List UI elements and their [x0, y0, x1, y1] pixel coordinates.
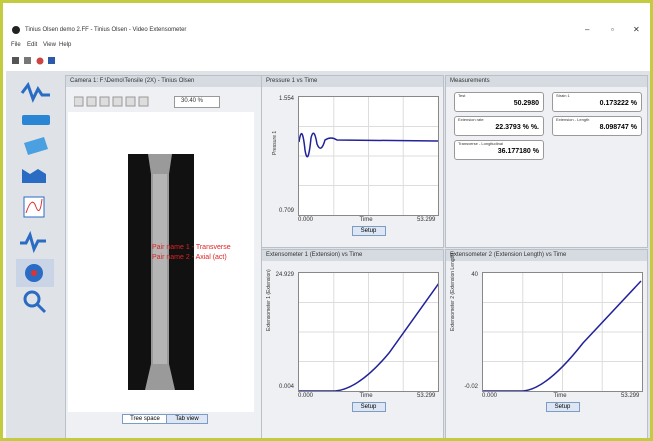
measurement-label: Extension - Length — [556, 117, 589, 122]
measurement-label: Transverse - Longitudinal — [458, 141, 503, 146]
tab[interactable]: Tree space — [122, 414, 168, 424]
sidebar-icon[interactable] — [22, 85, 50, 99]
x-right-label: 53.299 — [417, 217, 435, 223]
sidebar-icon[interactable] — [25, 292, 39, 306]
plot — [298, 96, 439, 216]
app-window: Tinius Olsen demo 2.FF - Tinius Olsen - … — [0, 0, 653, 441]
x-axis-label: Time — [360, 217, 373, 223]
y-top-label: 1.554 — [279, 96, 294, 102]
tab[interactable]: Tab view — [166, 414, 208, 424]
x-left-label: 0.000 — [298, 217, 313, 223]
chart-title: Extensometer 1 (Extension) vs Time — [266, 252, 362, 258]
close-button[interactable]: ✕ — [633, 25, 640, 34]
zoom-value: 30.40 % — [181, 98, 203, 104]
x-right-label: 53.299 — [417, 393, 435, 399]
measurement-box: Transverse - Longitudinal 36.177180 % — [454, 140, 544, 160]
menu-item[interactable]: Help — [59, 42, 71, 48]
tab-label: Tab view — [175, 416, 198, 422]
setup-button[interactable]: Setup — [352, 226, 386, 236]
menu-item[interactable]: View — [43, 42, 56, 48]
y-bottom-label: -0.02 — [464, 384, 478, 390]
maximize-button[interactable]: ▫ — [611, 25, 614, 34]
x-axis-label: Time — [360, 393, 373, 399]
chart-panel: Extensometer 1 (Extension) vs Time 24.929… — [261, 249, 444, 441]
y-top-label: 40 — [471, 272, 478, 278]
chart-panel: Extensometer 2 (Extension Length) vs Tim… — [445, 249, 648, 441]
chart-title: Pressure 1 vs Time — [266, 78, 317, 84]
measurement-box: Extension rate 22.3793 % %. — [454, 116, 544, 136]
menu-item[interactable]: Edit — [27, 42, 37, 48]
measurement-box: Extension - Length 8.098747 % — [552, 116, 642, 136]
measurement-value: 50.2980 — [514, 100, 539, 107]
measurement-value: 0.173222 % — [600, 100, 637, 107]
x-left-label: 0.000 — [298, 393, 313, 399]
sidebar-icon[interactable] — [22, 169, 46, 183]
minimize-button[interactable]: – — [585, 25, 589, 34]
sidebar-icon[interactable] — [24, 137, 48, 155]
chart-panel: Pressure 1 vs Time 1.554 0.709 Pressure 1 0.… — [261, 75, 444, 248]
measurement-label: Strain 1 — [556, 93, 570, 98]
zoom-field[interactable]: 30.40 % — [174, 96, 220, 108]
x-left-label: 0.000 — [482, 393, 497, 399]
app-icon — [11, 25, 21, 35]
y-axis-label: Extensometer 1 (Extension) — [266, 269, 272, 331]
specimen-image — [128, 154, 194, 390]
y-axis-label: Pressure 1 — [272, 131, 278, 155]
x-axis-label: Time — [554, 393, 567, 399]
plot — [298, 272, 439, 392]
overlay-label: Pair name 1 - Transverse — [152, 244, 231, 251]
measurement-value: 22.3793 % %. — [495, 124, 539, 131]
sidebar — [6, 71, 64, 331]
measurement-box: Test 50.2980 — [454, 92, 544, 112]
measurement-label: Test — [458, 93, 465, 98]
measurements-panel: Measurements Test 50.2980 Strain 1 0.173222… — [445, 75, 648, 248]
plot — [482, 272, 643, 392]
setup-button[interactable]: Setup — [546, 402, 580, 412]
x-right-label: 53.299 — [621, 393, 639, 399]
y-top-label: 24.929 — [276, 272, 294, 278]
y-bottom-label: 0.709 — [279, 208, 294, 214]
camera-title: Camera 1: F:\Demo\Tensile (2X) - Tinius … — [70, 78, 194, 84]
setup-button[interactable]: Setup — [352, 402, 386, 412]
window-title: Tinius Olsen demo 2.FF - Tinius Olsen - … — [25, 27, 186, 33]
measurements-title: Measurements — [450, 78, 490, 84]
sidebar-icon[interactable] — [20, 235, 46, 249]
toolbar — [11, 55, 61, 67]
y-bottom-label: 0.004 — [279, 384, 294, 390]
camera-panel: Camera 1: F:\Demo\Tensile (2X) - Tinius … — [65, 75, 262, 441]
measurement-box: Strain 1 0.173222 % — [552, 92, 642, 112]
measurement-value: 36.177180 % — [498, 148, 539, 155]
measurement-label: Extension rate — [458, 117, 484, 122]
sidebar-icon[interactable] — [22, 115, 50, 125]
tab-label: Tree space — [130, 416, 160, 422]
y-axis-label: Extensometer 2 (Extension Length) — [450, 253, 456, 331]
overlay-label: Pair name 2 - Axial (act) — [152, 254, 227, 261]
measurement-value: 8.098747 % — [600, 124, 637, 131]
chart-title: Extensometer 2 (Extension Length) vs Tim… — [450, 252, 566, 258]
menu-item[interactable]: File — [11, 42, 21, 48]
